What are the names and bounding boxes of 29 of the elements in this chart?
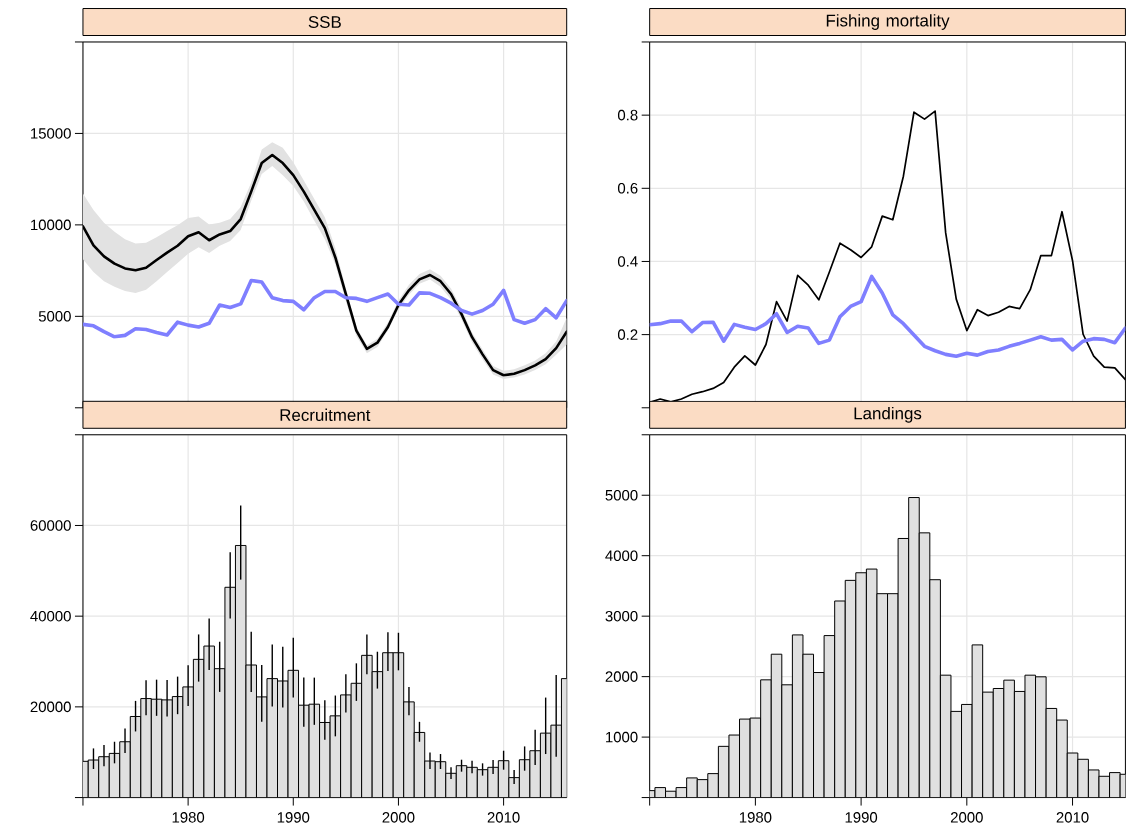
y-tick-label: 0.4 <box>617 256 638 267</box>
chart-title: Recruitment <box>280 408 371 422</box>
x-tick-label: 1990 <box>277 812 310 823</box>
x-tick-label: 1980 <box>172 812 205 823</box>
y-tick-label: 1000 <box>606 732 638 743</box>
y-tick-label: 60000 <box>30 520 71 531</box>
y-tick-label: 40000 <box>30 611 71 622</box>
line-series <box>649 274 1126 359</box>
chart-title: Landings <box>854 407 922 423</box>
x-tick-label: 1980 <box>739 812 772 823</box>
y-tick-label: 10000 <box>31 219 71 231</box>
y-tick-label: 2000 <box>605 671 638 683</box>
y-tick-label: 15000 <box>31 128 71 139</box>
y-tick-label: 5000 <box>605 490 638 501</box>
x-tick-label: 2000 <box>382 812 415 823</box>
y-tick-label: 0.2 <box>617 329 638 341</box>
chart-title: SSB <box>308 16 341 29</box>
y-tick-label: 4000 <box>605 550 638 562</box>
x-tick-label: 2000 <box>950 812 983 823</box>
y-tick-label: 20000 <box>30 701 71 713</box>
y-tick-label: 0.8 <box>617 110 638 121</box>
y-tick-label: 3000 <box>605 611 638 622</box>
x-tick-label: 2010 <box>487 812 520 823</box>
line-series <box>82 278 567 339</box>
x-tick-label: 1990 <box>845 812 878 823</box>
y-tick-label: 5000 <box>38 311 71 322</box>
y-tick-label: 0.6 <box>617 183 638 194</box>
chart-title: Fishing mortality <box>826 14 950 31</box>
x-tick-label: 2010 <box>1056 812 1089 823</box>
